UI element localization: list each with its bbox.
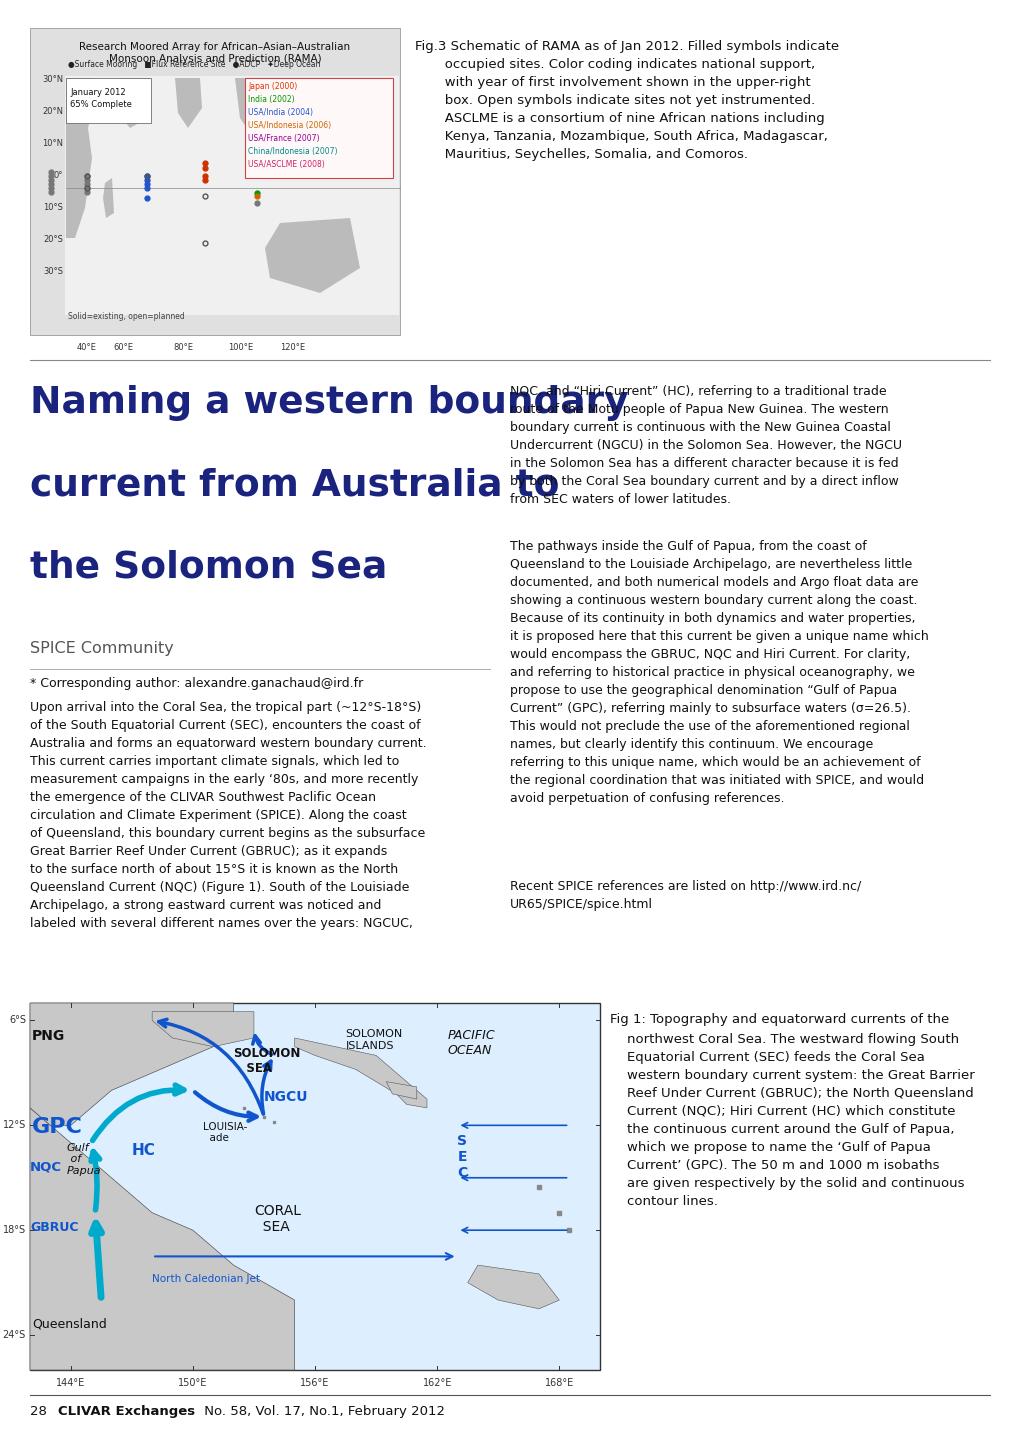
Text: ●Surface Mooring   ■Flux Reference Site   ●ADCP   ✦Deep Ocean: ●Surface Mooring ■Flux Reference Site ●A… bbox=[68, 61, 320, 69]
Text: Fig 1: Topography and equatorward currents of the: Fig 1: Topography and equatorward curren… bbox=[609, 1012, 949, 1027]
Text: 10°N: 10°N bbox=[42, 140, 63, 149]
Bar bbox=[245, 78, 392, 177]
Text: North Caledonian Jet: North Caledonian Jet bbox=[152, 1273, 260, 1283]
Text: No. 58, Vol. 17, No.1, February 2012: No. 58, Vol. 17, No.1, February 2012 bbox=[200, 1405, 444, 1417]
Polygon shape bbox=[152, 1012, 254, 1047]
Polygon shape bbox=[234, 78, 330, 169]
Text: 18°S: 18°S bbox=[3, 1226, 25, 1236]
Text: HC: HC bbox=[131, 1144, 156, 1158]
Text: NQC: NQC bbox=[30, 1161, 62, 1174]
Text: 144°E: 144°E bbox=[56, 1379, 86, 1389]
Text: GBRUC: GBRUC bbox=[30, 1221, 78, 1234]
Polygon shape bbox=[468, 1265, 558, 1309]
Text: NQC, and “Hiri Current” (HC), referring to a traditional trade
route of the Motu: NQC, and “Hiri Current” (HC), referring … bbox=[510, 385, 901, 506]
Text: SPICE Community: SPICE Community bbox=[30, 642, 173, 656]
Text: USA/France (2007): USA/France (2007) bbox=[248, 134, 319, 143]
Text: January 2012
65% Complete: January 2012 65% Complete bbox=[70, 88, 131, 108]
Text: USA/Indonesia (2006): USA/Indonesia (2006) bbox=[248, 121, 331, 130]
Text: NGCU: NGCU bbox=[264, 1090, 309, 1105]
Text: USA/India (2004): USA/India (2004) bbox=[248, 108, 313, 117]
Text: 30°N: 30°N bbox=[42, 75, 63, 85]
Bar bbox=[66, 78, 151, 123]
Text: GPC: GPC bbox=[32, 1116, 83, 1136]
Bar bbox=[30, 1004, 599, 1370]
Text: Upon arrival into the Coral Sea, the tropical part (~12°S-18°S)
of the South Equ: Upon arrival into the Coral Sea, the tro… bbox=[30, 701, 426, 930]
Text: LOUISIA-
  ade: LOUISIA- ade bbox=[203, 1122, 248, 1144]
Polygon shape bbox=[30, 1004, 233, 1125]
Text: 168°E: 168°E bbox=[544, 1379, 574, 1389]
Text: 120°E: 120°E bbox=[280, 343, 306, 352]
Bar bbox=[30, 27, 399, 335]
Text: 80°E: 80°E bbox=[173, 343, 193, 352]
Polygon shape bbox=[118, 78, 150, 128]
Polygon shape bbox=[66, 78, 95, 238]
Text: Research Moored Array for African–Asian–Australian
Monsoon Analysis and Predicti: Research Moored Array for African–Asian–… bbox=[79, 42, 351, 65]
Text: current from Australia to: current from Australia to bbox=[30, 467, 559, 503]
Text: Fig.3 Schematic of RAMA as of Jan 2012. Filled symbols indicate
       occupied : Fig.3 Schematic of RAMA as of Jan 2012. … bbox=[415, 40, 839, 162]
Bar bbox=[65, 76, 398, 314]
Text: The pathways inside the Gulf of Papua, from the coast of
Queensland to the Louis: The pathways inside the Gulf of Papua, f… bbox=[510, 539, 928, 805]
Text: northwest Coral Sea. The westward flowing South
    Equatorial Current (SEC) fee: northwest Coral Sea. The westward flowin… bbox=[609, 1032, 974, 1208]
Text: 162°E: 162°E bbox=[422, 1379, 451, 1389]
Text: 60°E: 60°E bbox=[113, 343, 132, 352]
Polygon shape bbox=[386, 1082, 417, 1099]
Polygon shape bbox=[30, 1107, 294, 1370]
Text: 40°E: 40°E bbox=[77, 343, 97, 352]
Text: India (2002): India (2002) bbox=[248, 95, 294, 104]
Polygon shape bbox=[103, 177, 114, 218]
Text: 10°S: 10°S bbox=[43, 203, 63, 212]
Text: SOLOMON
   SEA: SOLOMON SEA bbox=[233, 1047, 301, 1074]
Text: 24°S: 24°S bbox=[3, 1330, 25, 1340]
Polygon shape bbox=[294, 1038, 427, 1107]
Text: PACIFIC
OCEAN: PACIFIC OCEAN bbox=[447, 1030, 494, 1057]
Text: 20°S: 20°S bbox=[43, 235, 63, 245]
Polygon shape bbox=[265, 218, 360, 293]
Text: Naming a western boundary: Naming a western boundary bbox=[30, 385, 628, 421]
Text: China/Indonesia (2007): China/Indonesia (2007) bbox=[248, 147, 337, 156]
Text: S
E
C: S E C bbox=[458, 1133, 468, 1181]
Text: 20°N: 20°N bbox=[42, 108, 63, 117]
Text: the Solomon Sea: the Solomon Sea bbox=[30, 549, 387, 585]
Text: 28: 28 bbox=[30, 1405, 55, 1417]
Text: CLIVAR Exchanges: CLIVAR Exchanges bbox=[58, 1405, 195, 1417]
Polygon shape bbox=[175, 78, 202, 128]
Text: Gulf
 of
Papua: Gulf of Papua bbox=[66, 1144, 101, 1177]
Text: Solid=existing, open=planned: Solid=existing, open=planned bbox=[68, 311, 184, 322]
Text: USA/ASCLME (2008): USA/ASCLME (2008) bbox=[248, 160, 324, 169]
Text: PNG: PNG bbox=[32, 1030, 65, 1043]
Text: 156°E: 156°E bbox=[300, 1379, 329, 1389]
Text: 0°: 0° bbox=[54, 172, 63, 180]
Text: * Corresponding author: alexandre.ganachaud@ird.fr: * Corresponding author: alexandre.ganach… bbox=[30, 676, 363, 691]
Text: 6°S: 6°S bbox=[9, 1015, 25, 1025]
Text: 12°S: 12°S bbox=[3, 1120, 25, 1131]
Text: SOLOMON
ISLANDS: SOLOMON ISLANDS bbox=[345, 1030, 403, 1051]
Text: 100°E: 100°E bbox=[228, 343, 254, 352]
Text: 150°E: 150°E bbox=[178, 1379, 207, 1389]
Text: Recent SPICE references are listed on http://www.ird.nc/
UR65/SPICE/spice.html: Recent SPICE references are listed on ht… bbox=[510, 880, 860, 911]
Text: 30°S: 30°S bbox=[43, 268, 63, 277]
Text: Japan (2000): Japan (2000) bbox=[248, 82, 297, 91]
Text: CORAL
  SEA: CORAL SEA bbox=[254, 1204, 301, 1234]
Text: Queensland: Queensland bbox=[32, 1318, 107, 1331]
